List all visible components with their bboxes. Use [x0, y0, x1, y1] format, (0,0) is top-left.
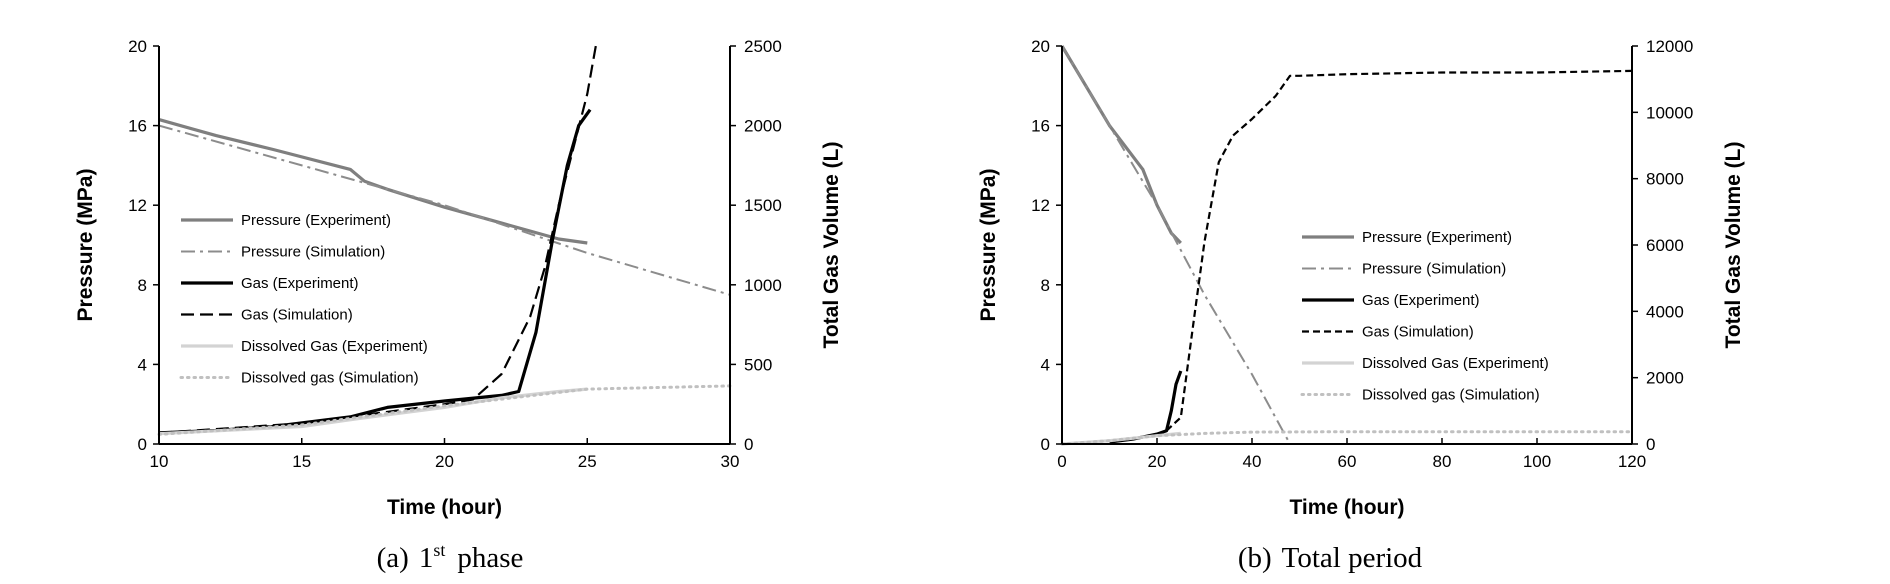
y2-tick-label: 500 — [744, 355, 772, 374]
x-tick-label: 15 — [292, 452, 311, 471]
y2-tick-label: 10000 — [1646, 103, 1693, 122]
y2-tick-label: 12000 — [1646, 37, 1693, 56]
legend-label-6: Dissolved gas (Simulation) — [1362, 387, 1540, 404]
caption-b: (b) Total period — [1238, 542, 1423, 574]
series-line-2 — [1061, 45, 1632, 445]
y2-axis-title: Total Gas Volume (L) — [1722, 142, 1745, 349]
y-tick-label: 12 — [128, 196, 147, 215]
y-tick-label: 16 — [1031, 117, 1050, 136]
y-tick-label: 8 — [1041, 276, 1050, 295]
caption-a: (a) 1st phase — [377, 540, 524, 574]
series-line-4 — [158, 45, 597, 434]
x-tick-label: 25 — [578, 452, 597, 471]
chart-b: 0 20 40 60 80 100 1200481216200200040006000800… — [977, 37, 1745, 519]
legend-label-1: Pressure (Experiment) — [1362, 229, 1512, 246]
legend-label-5: Dissolved Gas (Experiment) — [241, 338, 428, 355]
legend-label-1: Pressure (Experiment) — [241, 212, 391, 229]
y2-tick-label: 2500 — [744, 37, 782, 56]
x-tick-label: 120 — [1618, 452, 1646, 471]
series-line-2 — [158, 124, 731, 296]
y-tick-label: 8 — [138, 276, 147, 295]
x-axis-title: Time (hour) — [1289, 496, 1404, 519]
y2-axis-title: Total Gas Volume (L) — [820, 142, 843, 349]
series-line-3 — [1109, 370, 1183, 444]
y-axis-title: Pressure (MPa) — [74, 169, 97, 322]
series-line-4 — [1165, 69, 1633, 432]
x-tick-label: 30 — [721, 452, 740, 471]
x-tick-label: 100 — [1523, 452, 1551, 471]
x-tick-label: 10 — [150, 452, 169, 471]
y-tick-label: 20 — [1031, 37, 1050, 56]
x-tick-label: 0 — [1057, 452, 1066, 471]
y2-tick-label: 2000 — [1646, 369, 1684, 388]
legend-label-4: Gas (Simulation) — [241, 307, 353, 324]
legend-label-2: Pressure (Simulation) — [241, 244, 385, 261]
y-tick-label: 4 — [138, 355, 147, 374]
chart-a: 10 15 20 25 3004812162005001000150020002500T… — [74, 37, 843, 519]
series-line-6 — [157, 384, 732, 436]
legend-label-5: Dissolved Gas (Experiment) — [1362, 355, 1549, 372]
y-tick-label: 16 — [128, 117, 147, 136]
legend-label-4: Gas (Simulation) — [1362, 324, 1474, 341]
y-axis-title: Pressure (MPa) — [977, 169, 1000, 322]
y2-tick-label: 4000 — [1646, 302, 1684, 321]
x-tick-label: 60 — [1338, 452, 1357, 471]
y2-tick-label: 1500 — [744, 196, 782, 215]
x-axis-title: Time (hour) — [387, 496, 502, 519]
x-tick-label: 40 — [1243, 452, 1262, 471]
y-tick-label: 4 — [1041, 355, 1050, 374]
y2-tick-label: 2000 — [744, 117, 782, 136]
y2-tick-label: 6000 — [1646, 236, 1684, 255]
series-line-6 — [1060, 430, 1634, 446]
y2-tick-label: 0 — [744, 435, 753, 454]
y2-tick-label: 0 — [1646, 435, 1655, 454]
legend-label-2: Pressure (Simulation) — [1362, 261, 1506, 278]
y-tick-label: 12 — [1031, 196, 1050, 215]
y-tick-label: 0 — [1041, 435, 1050, 454]
x-tick-label: 80 — [1433, 452, 1452, 471]
x-tick-label: 20 — [435, 452, 454, 471]
x-tick-label: 20 — [1148, 452, 1167, 471]
legend-label-3: Gas (Experiment) — [1362, 292, 1480, 309]
legend-label-3: Gas (Experiment) — [241, 275, 359, 292]
y-tick-label: 20 — [128, 37, 147, 56]
y2-tick-label: 8000 — [1646, 170, 1684, 189]
y-tick-label: 0 — [138, 435, 147, 454]
legend-label-6: Dissolved gas (Simulation) — [241, 370, 419, 387]
y2-tick-label: 1000 — [744, 276, 782, 295]
